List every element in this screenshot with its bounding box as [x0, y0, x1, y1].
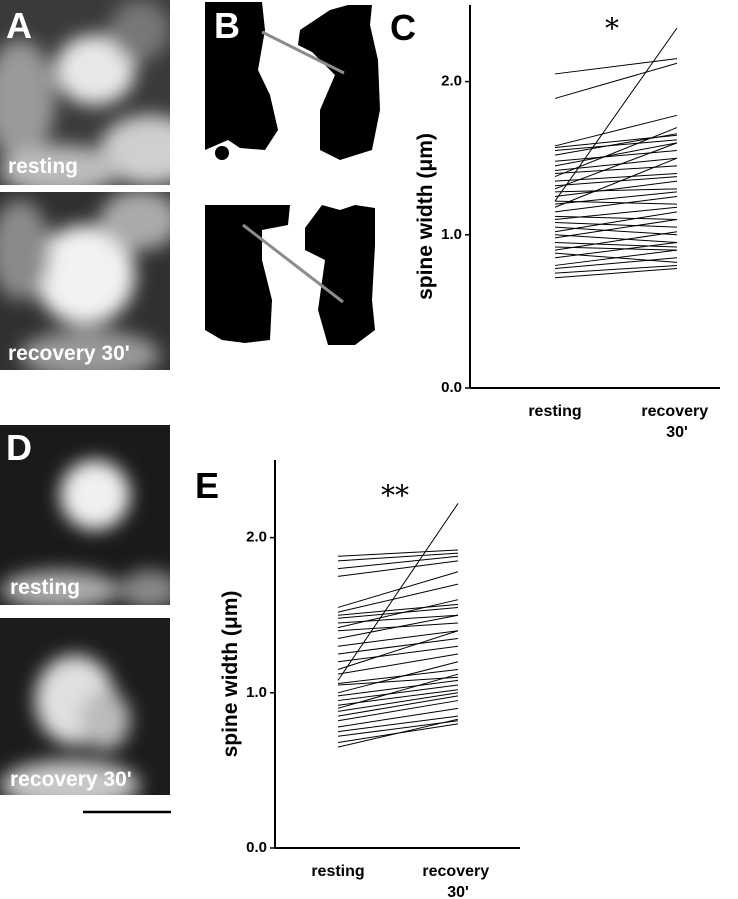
pair-line: [337, 630, 459, 670]
pair-line: [554, 173, 678, 182]
pair-line: [554, 222, 678, 228]
pair-line: [337, 599, 459, 629]
micrograph: [0, 425, 170, 605]
pair-line: [337, 603, 459, 616]
pair-line: [337, 555, 459, 570]
pair-line: [337, 583, 459, 613]
pair-line: [554, 241, 678, 259]
y-tick-label: 2.0: [246, 529, 267, 546]
pair-line: [554, 142, 678, 167]
pair-line: [554, 246, 678, 251]
pair-line: [337, 606, 459, 619]
pair-line: [554, 176, 678, 187]
pair-line: [337, 637, 459, 655]
pair-line: [337, 695, 459, 717]
pair-line: [554, 188, 678, 193]
silhouette: [205, 2, 380, 345]
y-axis-label: spine width (μm): [414, 133, 437, 300]
pair-line: [337, 720, 459, 737]
pair-line: [554, 215, 678, 220]
pair-line: [554, 218, 678, 239]
pair-line: [337, 560, 459, 577]
y-axis-label: spine width (μm): [219, 591, 242, 758]
pair-line: [554, 234, 678, 243]
panel-label: B: [214, 5, 240, 46]
micrograph: [0, 618, 170, 795]
pair-line: [337, 614, 459, 624]
significance: **: [381, 479, 409, 512]
pair-line: [337, 614, 459, 639]
pair-line: [554, 133, 678, 156]
panel-label: D: [6, 427, 32, 468]
pair-line: [337, 679, 459, 697]
pair-line: [337, 552, 459, 562]
pair-line: [337, 715, 459, 733]
y-tick-label: 0.0: [246, 839, 267, 856]
pair-line: [554, 58, 678, 75]
y-tick-label: 2.0: [441, 73, 462, 90]
caption: resting: [8, 155, 78, 178]
pair-line: [337, 676, 459, 686]
pair-line: [337, 503, 459, 681]
pair-line: [337, 549, 459, 557]
y-tick-label: 1.0: [246, 684, 267, 701]
pair-line: [554, 165, 678, 175]
pair-line: [337, 630, 459, 647]
pair-line: [554, 196, 678, 213]
pair-line: [337, 669, 459, 684]
pair-line: [554, 211, 678, 233]
y-tick-label: 0.0: [441, 379, 462, 396]
width-line: [242, 223, 344, 304]
micrograph: [0, 192, 170, 370]
caption: recovery 30': [8, 342, 130, 365]
pair-line: [554, 264, 678, 274]
pair-line: [554, 241, 678, 248]
pair-line: [337, 684, 459, 702]
pair-line: [337, 707, 459, 728]
pair-line: [554, 157, 678, 208]
panel-label: C: [390, 7, 416, 48]
panel-label: A: [6, 5, 32, 46]
pair-line: [554, 231, 678, 251]
pair-line: [554, 206, 678, 220]
y-tick-label: 1.0: [441, 226, 462, 243]
pair-line: [554, 268, 678, 279]
pair-line: [554, 150, 678, 162]
width-line: [261, 30, 345, 75]
significance: *: [605, 12, 619, 45]
caption: resting: [10, 576, 80, 599]
pair-line: [554, 142, 678, 190]
x-tick-label: recovery 30': [422, 863, 493, 899]
pair-line: [554, 249, 678, 266]
pair-line: [554, 257, 678, 270]
pair-line: [337, 673, 459, 709]
pair-line: [337, 700, 459, 722]
pair-line: [337, 718, 459, 748]
micrograph: [0, 0, 170, 185]
pair-line: [337, 653, 459, 675]
pair-line: [337, 571, 459, 608]
pair-line: [337, 661, 459, 694]
pair-line: [554, 114, 678, 147]
pair-line: [554, 62, 678, 99]
pair-line: [337, 645, 459, 663]
panel-label: E: [195, 465, 219, 506]
pair-line: [554, 127, 678, 178]
x-tick-label: resting: [528, 403, 581, 420]
pair-line: [554, 180, 678, 197]
pair-line: [337, 692, 459, 712]
x-tick-label: resting: [311, 863, 364, 880]
x-tick-label: recovery 30': [641, 403, 712, 441]
pair-line: [554, 200, 678, 205]
pair-line: [554, 139, 678, 152]
pair-line: [554, 191, 678, 205]
caption: recovery 30': [10, 768, 132, 791]
